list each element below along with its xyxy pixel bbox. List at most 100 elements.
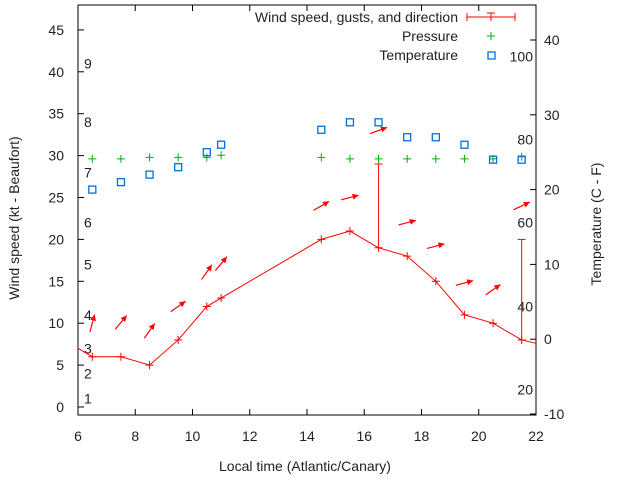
y-tick-label: 45 <box>48 22 64 38</box>
legend-temperature-marker <box>487 51 496 60</box>
y2-tick-label: -10 <box>544 406 564 422</box>
temperature-point <box>216 140 226 149</box>
y-tick-label: 40 <box>48 64 64 80</box>
wind-direction-arrowhead <box>380 126 388 133</box>
beaufort-label: 2 <box>84 365 92 381</box>
fahrenheit-label: 40 <box>517 298 533 314</box>
pressure-point <box>116 154 125 163</box>
temperature-point <box>345 118 355 127</box>
wind-speed-point <box>202 302 211 311</box>
wind-direction-arrowhead <box>409 218 416 225</box>
y2-tick-label: 10 <box>544 256 560 272</box>
legend-pressure-marker <box>487 32 495 40</box>
wind-speed-point <box>403 252 412 261</box>
y2-tick-label: 20 <box>544 182 560 198</box>
legend-label-temperature: Temperature <box>379 47 458 63</box>
fahrenheit-label: 20 <box>517 381 533 397</box>
wind-speed-point <box>460 310 469 319</box>
temperature-point <box>202 148 211 157</box>
x-tick-label: 10 <box>185 428 201 444</box>
legend-wind-marks <box>466 12 516 21</box>
temperature-point <box>317 125 326 134</box>
pressure-point <box>145 153 154 162</box>
wind-direction-arrowhead <box>120 315 127 322</box>
legend-label-wind: Wind speed, gusts, and direction <box>255 9 458 25</box>
wind-direction-arrowhead <box>148 323 155 331</box>
wind-direction-arrowhead <box>493 284 501 291</box>
temperature-point <box>517 155 526 164</box>
wind-speed-line <box>77 230 537 366</box>
y-tick-label: 25 <box>48 190 64 206</box>
temperature-point <box>431 133 440 142</box>
wind-speed-point <box>217 294 226 303</box>
wind-speed-point <box>145 361 154 370</box>
wind-speed-point <box>489 319 498 328</box>
x-tick-label: 18 <box>414 428 430 444</box>
temperature-point <box>374 118 383 127</box>
temperature-point <box>174 163 183 172</box>
pressure-point <box>345 154 354 163</box>
beaufort-label: 9 <box>84 55 92 71</box>
fahrenheit-label: 80 <box>517 131 533 147</box>
pressure-point <box>88 154 97 163</box>
y2-tick-label: 40 <box>544 32 560 48</box>
wind-speed-point <box>116 352 125 361</box>
legend: Wind speed, gusts, and direction Pressur… <box>255 9 516 63</box>
y-tick-label: 20 <box>48 231 64 247</box>
beaufort-label: 6 <box>84 215 92 231</box>
pressure-point <box>174 153 183 162</box>
beaufort-label: 8 <box>84 114 92 130</box>
x-tick-label: 22 <box>528 428 544 444</box>
x-tick-label: 8 <box>131 428 139 444</box>
temperature-point <box>88 185 97 194</box>
pressure-point <box>374 154 383 163</box>
y-tick-label: 0 <box>56 399 64 415</box>
wind-speed-point <box>345 227 354 236</box>
y2-tick-label: 0 <box>544 331 552 347</box>
fahrenheit-label: 60 <box>517 215 533 231</box>
pressure-point <box>460 154 469 163</box>
wind-direction-arrowhead <box>437 242 445 249</box>
temperature-point <box>116 177 126 187</box>
y2-tick-label: 30 <box>544 107 560 123</box>
pressure-point <box>431 154 440 163</box>
wind-direction-arrowhead <box>523 201 530 208</box>
pressure-point <box>202 153 211 162</box>
y2-axis-label: Temperature (C - F) <box>588 163 604 286</box>
wind-direction-arrowhead <box>220 256 227 264</box>
temperature-point <box>145 170 154 179</box>
plot-border <box>77 4 537 416</box>
temperature-point <box>403 133 412 142</box>
fahrenheit-label: 100 <box>510 48 534 64</box>
legend-label-pressure: Pressure <box>402 28 458 44</box>
x-tick-label: 20 <box>471 428 487 444</box>
wind-direction-arrowhead <box>178 301 186 308</box>
beaufort-label: 7 <box>84 164 92 180</box>
x-axis-label: Local time (Atlantic/Canary) <box>219 458 391 474</box>
wind-direction-arrowhead <box>352 193 359 200</box>
wind-direction-arrowhead <box>90 314 96 322</box>
y-tick-label: 5 <box>56 357 64 373</box>
wind-direction-arrowhead <box>466 279 474 286</box>
y-axis-label: Wind speed (kt - Beaufort) <box>6 136 22 299</box>
x-tick-label: 14 <box>299 428 315 444</box>
x-tick-label: 6 <box>74 428 82 444</box>
temperature-point <box>488 155 498 164</box>
y-tick-label: 15 <box>48 273 64 289</box>
wind-speed-point <box>174 335 183 344</box>
x-tick-label: 16 <box>356 428 372 444</box>
y-tick-label: 35 <box>48 106 64 122</box>
pressure-point <box>317 153 326 162</box>
wind-direction-arrowhead <box>322 201 330 207</box>
y-tick-label: 10 <box>48 315 64 331</box>
x-tick-label: 12 <box>242 428 258 444</box>
beaufort-label: 4 <box>84 307 92 323</box>
wind-direction-arrowhead <box>206 264 212 272</box>
pressure-point <box>217 151 226 160</box>
beaufort-label: 3 <box>84 340 92 356</box>
wind-speed-point <box>431 277 440 286</box>
temperature-point <box>460 140 469 149</box>
axes: 6 8 10 12 14 16 18 20 22051015202530354045-10010… <box>48 4 564 444</box>
wind-speed-point <box>88 352 97 361</box>
